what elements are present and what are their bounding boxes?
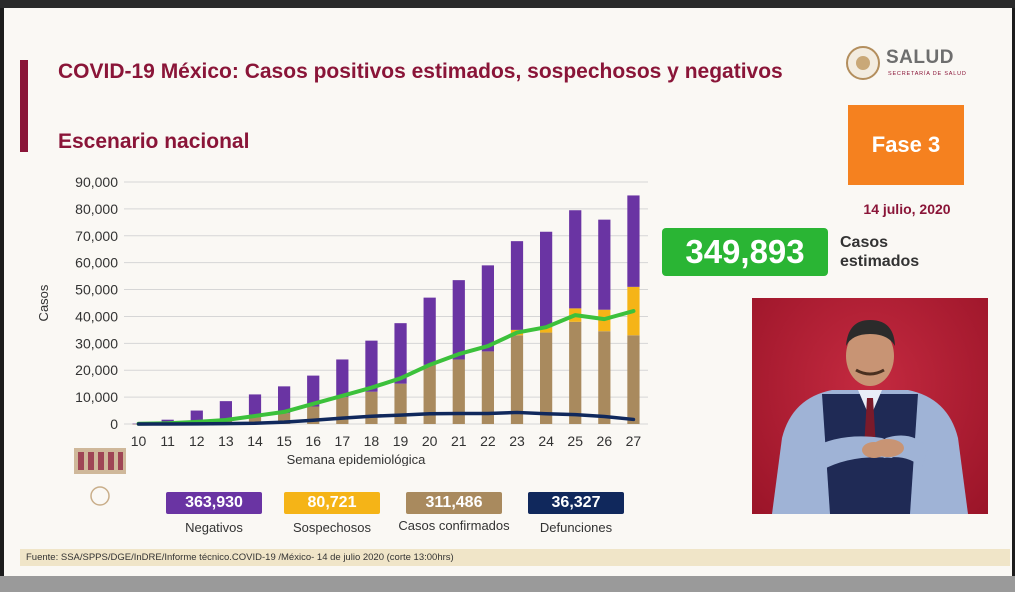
negativos-label: Negativos xyxy=(185,520,243,535)
bar-negativos xyxy=(423,297,436,365)
y-tick-label: 30,000 xyxy=(75,335,118,351)
x-tick-label: 17 xyxy=(335,433,351,449)
bar-negativos xyxy=(539,231,553,328)
bar-sospechosos xyxy=(539,327,553,333)
y-tick-label: 70,000 xyxy=(75,228,118,244)
bar-negativos xyxy=(452,280,465,360)
estimated-cases-label: Casos estimados xyxy=(840,234,920,270)
bar-casos-confirmados xyxy=(365,391,378,424)
salud-logo: SALUD SECRETARÍA DE SALUD xyxy=(846,44,976,86)
top-frame xyxy=(0,0,1015,8)
x-tick-label: 23 xyxy=(509,433,525,449)
sospechosos-total: 80,721 xyxy=(284,492,380,514)
x-tick-label: 18 xyxy=(364,433,380,449)
bar-casos-confirmados xyxy=(452,359,465,424)
sospechosos-label: Sospechosos xyxy=(292,520,372,535)
bar-negativos xyxy=(394,323,407,384)
bar-negativos xyxy=(598,219,611,310)
y-tick-label: 0 xyxy=(110,416,118,432)
x-tick-label: 14 xyxy=(247,433,263,449)
bar-negativos xyxy=(336,359,349,398)
x-tick-label: 16 xyxy=(305,433,321,449)
source-note: Fuente: SSA/SPPS/DGE/InDRE/Informe técni… xyxy=(20,549,1010,566)
x-tick-label: 24 xyxy=(538,433,554,449)
estimated-cases-value: 349,893 xyxy=(662,228,828,276)
x-tick-label: 27 xyxy=(626,433,642,449)
x-tick-label: 25 xyxy=(567,433,583,449)
bar-casos-confirmados xyxy=(394,383,407,424)
y-tick-label: 20,000 xyxy=(75,362,118,378)
bar-negativos xyxy=(569,210,582,309)
x-tick-label: 10 xyxy=(131,433,147,449)
cases-chart: 0 10,000 20,000 30,000 40,000 50,000 60,000 70,… xyxy=(36,174,648,466)
bar-negativos xyxy=(219,401,233,419)
bar-casos-confirmados xyxy=(277,413,291,424)
bar-negativos xyxy=(248,394,262,415)
x-axis-label: Semana epidemiológica xyxy=(287,452,427,466)
x-tick-label: 21 xyxy=(451,433,467,449)
bar-negativos xyxy=(627,195,640,287)
bar-casos-confirmados xyxy=(481,351,495,424)
bar-casos-confirmados xyxy=(510,335,524,424)
negativos-total: 363,930 xyxy=(166,492,262,514)
y-tick-label: 40,000 xyxy=(75,308,118,324)
bar-negativos xyxy=(190,410,203,422)
x-tick-label: 26 xyxy=(597,433,613,449)
bar-casos-confirmados xyxy=(569,321,582,424)
x-tick-label: 20 xyxy=(422,433,438,449)
bar-casos-confirmados xyxy=(539,332,553,424)
confirmados-total: 311,486 xyxy=(406,492,502,514)
confirmados-label: Casos confirmados xyxy=(398,518,510,533)
sign-language-interpreter-video xyxy=(752,298,988,514)
bar-negativos xyxy=(481,265,495,352)
y-axis-label: Casos xyxy=(36,284,51,321)
slide-subtitle: Escenario nacional xyxy=(58,130,250,153)
x-tick-label: 12 xyxy=(189,433,205,449)
report-date: 14 julio, 2020 xyxy=(863,201,951,217)
bar-casos-confirmados xyxy=(423,364,436,424)
y-tick-label: 80,000 xyxy=(75,201,118,217)
bar-casos-confirmados xyxy=(248,414,262,424)
bar-negativos xyxy=(277,386,291,414)
interpreter-figure-icon xyxy=(772,320,968,514)
line-defunciones xyxy=(136,410,636,426)
bar-negativos xyxy=(510,241,524,330)
x-tick-label: 13 xyxy=(218,433,234,449)
defunciones-label: Defunciones xyxy=(539,520,613,535)
y-tick-label: 50,000 xyxy=(75,282,118,298)
y-tick-label: 90,000 xyxy=(75,174,118,190)
bar-casos-confirmados xyxy=(598,331,611,424)
x-tick-label: 19 xyxy=(393,433,409,449)
phase-badge: Fase 3 xyxy=(848,105,964,185)
slide: COVID-19 México: Casos positivos estimad… xyxy=(4,8,1012,576)
line-casos-estimados xyxy=(136,309,636,426)
slide-title: COVID-19 México: Casos positivos estimad… xyxy=(58,60,783,83)
x-tick-label: 15 xyxy=(276,433,292,449)
y-tick-label: 10,000 xyxy=(75,389,118,405)
y-tick-label: 60,000 xyxy=(75,255,118,271)
government-logo-icon xyxy=(74,448,126,506)
bar-negativos xyxy=(365,340,378,392)
seal-icon xyxy=(846,46,880,80)
bar-negativos xyxy=(307,375,320,407)
bottom-frame xyxy=(0,576,1015,592)
logo-text: SALUD xyxy=(886,47,954,68)
defunciones-total: 36,327 xyxy=(528,492,624,514)
title-accent-bar xyxy=(20,60,28,152)
x-tick-label: 22 xyxy=(480,433,496,449)
logo-subtext: SECRETARÍA DE SALUD xyxy=(888,71,967,77)
bar-casos-confirmados xyxy=(627,335,640,424)
x-tick-label: 11 xyxy=(160,433,175,449)
